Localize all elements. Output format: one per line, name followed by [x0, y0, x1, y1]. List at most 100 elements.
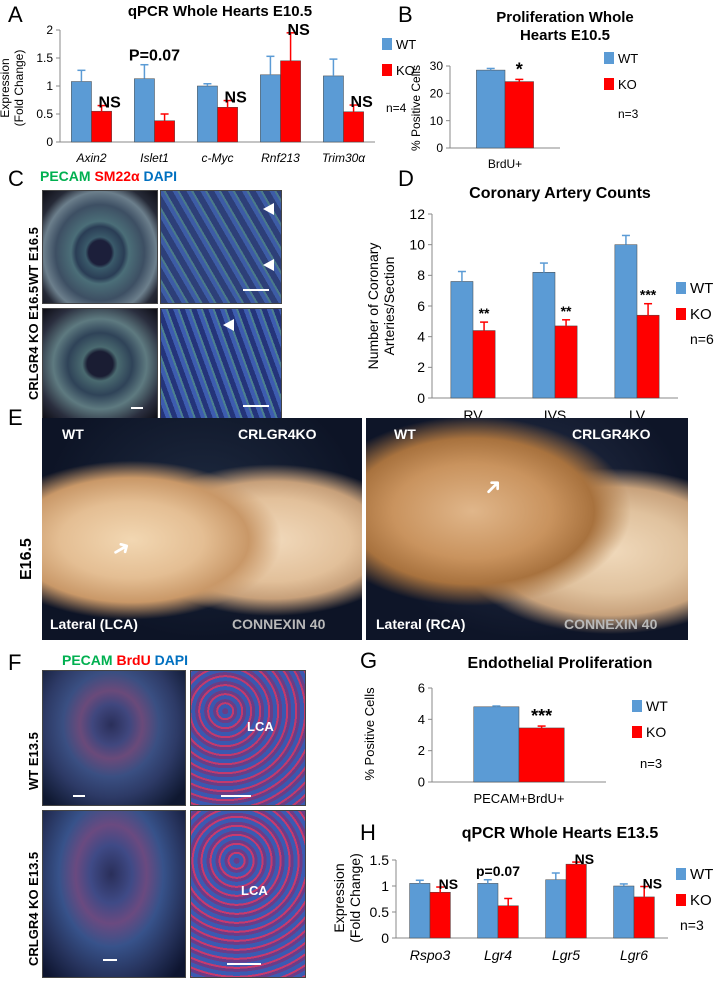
- panel-f-wt-section: [42, 670, 186, 806]
- chart-h-category-label: Lgr5: [552, 947, 580, 963]
- panel-e-photo-rca: WT CRLGR4KO Lateral (RCA) CONNEXIN 40 ➜: [366, 418, 688, 640]
- arrow-icon: ➜: [106, 533, 136, 565]
- chart-a-legend-swatch: [382, 38, 392, 50]
- panel-f-ko-zoom: LCA: [190, 810, 306, 978]
- chart-d-bar-ko: [554, 325, 578, 399]
- chart-h-category-label: Lgr4: [484, 947, 512, 963]
- chart-h-significance-label: NS: [575, 851, 594, 867]
- chart-b-legend-label: WT: [618, 51, 638, 66]
- stain-dapi: DAPI: [154, 652, 189, 668]
- chart-h-legend-swatch: [676, 894, 686, 906]
- scale-bar: [131, 407, 143, 409]
- chart-d-significance-label: **: [561, 303, 572, 319]
- chart-h-y-tick-label: 0.5: [370, 904, 390, 920]
- chart-g-bar-ko: [518, 727, 565, 783]
- chart-a-bar-ko: [343, 111, 364, 143]
- scale-bar: [103, 959, 117, 961]
- chart-d-bar-ko: [472, 330, 496, 399]
- chart-a-category-label: Axin2: [75, 151, 106, 165]
- panel-e-stage-label: E16.5: [18, 538, 35, 580]
- scale-bar: [243, 289, 269, 291]
- panel-f-ko-section: [42, 810, 186, 978]
- chart-h-title: qPCR Whole Hearts E13.5: [462, 825, 659, 842]
- chart-a-bar-ko: [154, 120, 175, 143]
- chart-d-y-tick-label: 10: [409, 237, 425, 253]
- chart-a-bar-wt: [134, 78, 155, 143]
- panel-c-row-label-ko: CRLGR4 KO E16.5: [26, 285, 41, 400]
- chart-g-legend-label: WT: [646, 698, 668, 714]
- panel-c-ko-heart-section: [42, 308, 158, 420]
- chart-h-y-tick-label: 1.5: [370, 852, 390, 868]
- chart-d-y-tick-label: 0: [417, 390, 425, 406]
- panel-c-ko-zoom-section: [160, 308, 282, 420]
- chart-d-legend-label: KO: [690, 306, 712, 323]
- chart-a-y-label: (Fold Change): [12, 50, 26, 127]
- chart-b-bar-wt: [476, 69, 506, 149]
- chart-d-y-label: Number of Coronary: [365, 243, 381, 370]
- chart-h-bar-wt: [613, 885, 635, 939]
- chart-a-bar-ko: [280, 60, 301, 143]
- chart-b-title: Hearts E10.5: [520, 27, 610, 44]
- chart-a-y-tick-label: 1.5: [36, 51, 53, 65]
- panel-f-row-label-wt: WT E13.5: [26, 732, 41, 790]
- chart-a-bar-ko: [217, 107, 238, 143]
- chart-g-legend-swatch: [632, 700, 642, 712]
- chart-d-title: Coronary Artery Counts: [469, 185, 651, 202]
- chart-a-legend-label: KO: [396, 63, 415, 78]
- chart-h-n-label: n=3: [680, 917, 704, 933]
- chart-a-y-tick-label: 1: [46, 79, 53, 93]
- chart-h-significance-label: p=0.07: [476, 863, 520, 879]
- scale-bar: [227, 963, 261, 965]
- chart-g-legend-swatch: [632, 726, 642, 738]
- chart-h-category-label: Rspo3: [410, 947, 451, 963]
- chart-h-bar-wt: [477, 883, 499, 939]
- panel-c-wt-zoom-section: [160, 190, 282, 304]
- vessel-label-lca: LCA: [241, 883, 268, 898]
- chart-g-y-label: % Positive Cells: [362, 687, 377, 781]
- chart-h-y-tick-label: 0: [381, 930, 389, 946]
- chart-a-y-tick-label: 0: [46, 135, 53, 149]
- chart-a-category-label: Islet1: [140, 151, 169, 165]
- photo-rca-view-label: Lateral (RCA): [376, 616, 466, 632]
- chart-a-bar-ko: [91, 110, 112, 143]
- chart-a-significance-label: NS: [351, 94, 374, 111]
- scale-bar: [221, 795, 251, 797]
- scale-bar: [243, 405, 269, 407]
- chart-g-significance-label: ***: [531, 706, 552, 726]
- chart-h-y-label: (Fold Change): [347, 853, 363, 943]
- chart-b-title: Proliferation Whole: [496, 9, 634, 26]
- chart-a-category-label: Rnf213: [261, 151, 300, 165]
- stain-brdu: BrdU: [116, 652, 151, 668]
- chart-g-n-label: n=3: [640, 756, 662, 771]
- panel-e-photo-lca: WT CRLGR4KO Lateral (LCA) CONNEXIN 40 ➜: [42, 418, 362, 640]
- chart-a-n-label: n=4: [386, 101, 407, 115]
- photo-lca-wt-label: WT: [62, 426, 84, 442]
- chart-b-y-tick-label: 0: [436, 141, 443, 155]
- panel-letter-h: H: [360, 820, 376, 845]
- chart-g-title: Endothelial Proliferation: [468, 655, 653, 672]
- chart-d-bar-ko: [636, 314, 660, 399]
- chart-b-significance-label: *: [516, 59, 523, 79]
- chart-a-significance-label: NS: [99, 95, 122, 112]
- chart-b-y-tick-label: 20: [430, 87, 444, 101]
- panel-f-stain-title: PECAM BrdU DAPI: [62, 652, 188, 668]
- chart-b-category-label: BrdU+: [488, 157, 522, 171]
- chart-b-n-label: n=3: [618, 107, 639, 121]
- panel-letter-d: D: [398, 166, 414, 191]
- panel-letter-e: E: [8, 405, 23, 430]
- chart-a-category-label: Trim30α: [322, 151, 366, 165]
- chart-a-significance-label: NS: [225, 90, 248, 107]
- stain-pecam: PECAM: [62, 652, 113, 668]
- photo-lca-marker-label: CONNEXIN 40: [232, 616, 326, 632]
- chart-g-y-tick-label: 6: [418, 681, 425, 696]
- chart-h-bar-ko: [497, 905, 519, 939]
- panel-letter-b: B: [398, 2, 413, 27]
- chart-d-significance-label: ***: [640, 287, 657, 303]
- panel-f-wt-zoom: LCA: [190, 670, 306, 806]
- chart-a-bar-wt: [197, 85, 218, 143]
- chart-g-bar-wt: [473, 706, 520, 783]
- chart-g-y-tick-label: 0: [418, 775, 425, 790]
- chart-a-bar-wt: [323, 75, 344, 143]
- stain-pecam: PECAM: [40, 168, 91, 184]
- stain-dapi: DAPI: [143, 168, 177, 184]
